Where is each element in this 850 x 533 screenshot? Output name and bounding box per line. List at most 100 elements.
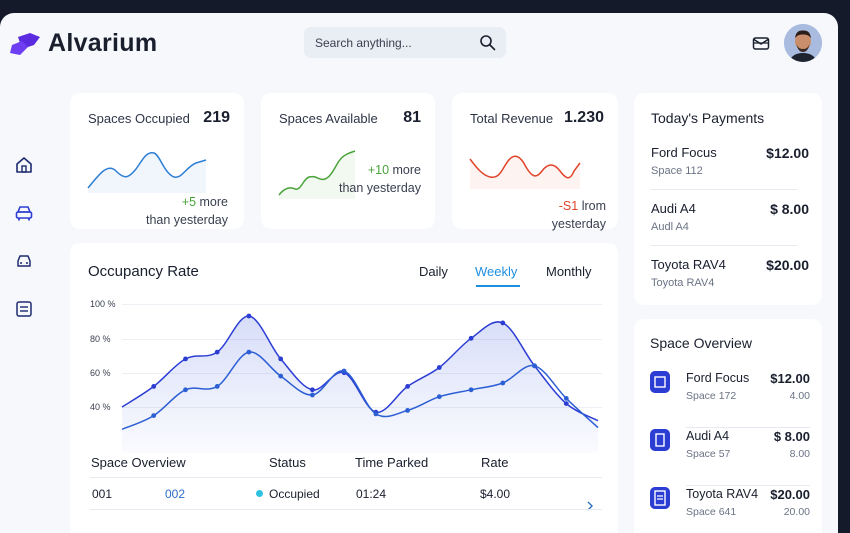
avatar[interactable] xyxy=(784,24,822,62)
tab-weekly[interactable]: Weekly xyxy=(475,264,518,279)
data-point[interactable] xyxy=(563,401,569,406)
payment-space: Toyota RAV4 xyxy=(651,277,715,289)
active-tab-indicator xyxy=(476,285,520,287)
app-window: Alvarium Search anything... xyxy=(0,13,838,533)
stat-label: Spaces Occupied xyxy=(88,111,190,126)
tab-daily[interactable]: Daily xyxy=(419,264,448,279)
delta-text: more xyxy=(389,163,421,177)
gridline xyxy=(122,339,602,340)
trend-sparkline xyxy=(278,150,356,199)
stat-delta: +5 more than yesterday xyxy=(146,193,228,229)
table-divider xyxy=(90,477,602,478)
divider xyxy=(651,245,797,246)
gridline xyxy=(122,373,602,374)
stat-card-spaces-available: Spaces Available 81 +10 more than yester… xyxy=(261,93,435,229)
stat-card-spaces-occupied: Spaces Occupied 219 +5 more than yesterd… xyxy=(70,93,244,229)
data-point[interactable] xyxy=(468,335,474,341)
y-axis-label: 100 % xyxy=(90,299,116,309)
space-overview-item[interactable]: Ford Focus $12.00 Space 172 4.00 xyxy=(650,371,810,411)
delta-value: +10 xyxy=(367,163,390,177)
delta-text-line2: than yesterday xyxy=(339,181,421,195)
parking-slot-icon xyxy=(650,429,670,451)
stat-delta: +10 more than yesterday xyxy=(339,161,421,197)
mail-icon[interactable] xyxy=(752,35,770,51)
delta-value: -S1 xyxy=(558,199,579,213)
chevron-right-icon[interactable] xyxy=(585,500,595,512)
data-point[interactable] xyxy=(373,411,379,417)
data-point[interactable] xyxy=(278,373,284,379)
search-icon[interactable] xyxy=(479,34,496,51)
space-overview-item[interactable]: Audi A4 $ 8.00 Space 57 8.00 xyxy=(650,429,810,469)
trend-sparkline xyxy=(87,152,207,193)
series-area xyxy=(122,315,598,453)
data-point[interactable] xyxy=(341,368,347,374)
space-number: Space 172 xyxy=(686,390,737,402)
stat-label: Total Revenue xyxy=(470,111,554,126)
list-icon[interactable] xyxy=(14,299,34,319)
space-overview-item[interactable]: Toyota RAV4 $20.00 Space 641 20.00 xyxy=(650,487,810,527)
data-point[interactable] xyxy=(214,384,220,389)
data-point[interactable] xyxy=(500,320,506,326)
series-line xyxy=(121,351,599,430)
data-point[interactable] xyxy=(246,349,252,355)
table-header: Space Overview xyxy=(91,455,186,470)
data-point[interactable] xyxy=(532,363,537,369)
cell-space[interactable]: 002 xyxy=(165,487,186,501)
data-point[interactable] xyxy=(468,387,474,393)
y-axis-label: 80 % xyxy=(90,334,111,344)
tab-monthly[interactable]: Monthly xyxy=(546,264,592,279)
home-icon[interactable] xyxy=(14,155,34,175)
space-amount: $20.00 xyxy=(770,487,810,502)
payment-item[interactable]: Audi A4 $ 8.00 Audl A4 xyxy=(651,201,809,251)
space-overview-title: Space Overview xyxy=(650,335,752,351)
parking-slot-icon xyxy=(650,371,670,393)
space-car: Ford Focus xyxy=(686,371,750,385)
data-point[interactable] xyxy=(310,387,315,393)
todays-payments-card: Today's Payments Ford Focus $12.00 Space… xyxy=(634,93,822,305)
data-point[interactable] xyxy=(436,365,442,370)
table-divider xyxy=(90,509,602,510)
logo-icon xyxy=(10,33,40,55)
data-point[interactable] xyxy=(214,349,220,355)
car-front-icon[interactable] xyxy=(14,251,34,271)
data-point[interactable] xyxy=(563,396,569,401)
data-point[interactable] xyxy=(310,392,315,398)
delta-text: lrom xyxy=(578,199,606,213)
divider xyxy=(651,189,797,190)
data-point[interactable] xyxy=(151,413,157,418)
stat-value: 219 xyxy=(203,109,230,126)
divider xyxy=(686,485,810,486)
space-rate: 8.00 xyxy=(789,448,810,460)
table-header: Rate xyxy=(481,455,509,470)
data-point[interactable] xyxy=(278,356,284,362)
data-point[interactable] xyxy=(151,384,157,389)
payment-amount: $20.00 xyxy=(766,257,809,273)
payment-car: Toyota RAV4 xyxy=(651,257,726,272)
data-point[interactable] xyxy=(405,408,410,413)
data-point[interactable] xyxy=(436,394,442,400)
space-number: Space 641 xyxy=(686,506,737,518)
payment-item[interactable]: Toyota RAV4 $20.00 Toyota RAV4 xyxy=(651,257,809,307)
data-point[interactable] xyxy=(500,380,506,386)
delta-value: +5 xyxy=(181,195,197,209)
space-amount: $ 8.00 xyxy=(773,429,810,444)
stat-label: Spaces Available xyxy=(279,111,378,126)
data-point[interactable] xyxy=(246,313,252,319)
search-input[interactable]: Search anything... xyxy=(304,27,506,58)
data-point[interactable] xyxy=(183,387,188,393)
trend-sparkline xyxy=(469,155,581,189)
space-number: Space 57 xyxy=(686,448,731,460)
occupancy-card: Occupancy Rate Daily Weekly Monthly 100 … xyxy=(70,243,618,533)
data-point[interactable] xyxy=(405,384,410,389)
y-axis-label: 60 % xyxy=(90,368,111,378)
payment-amount: $ 8.00 xyxy=(770,201,809,217)
payment-item[interactable]: Ford Focus $12.00 Space 112 xyxy=(651,145,809,195)
data-point[interactable] xyxy=(183,356,188,362)
y-axis-label: 40 % xyxy=(90,402,111,412)
car-icon[interactable] xyxy=(14,203,34,223)
ticket-icon xyxy=(650,487,670,509)
payment-amount: $12.00 xyxy=(766,145,809,161)
divider xyxy=(686,427,810,428)
delta-text-line2: than yesterday xyxy=(146,213,228,227)
payment-space: Audl A4 xyxy=(651,221,689,233)
